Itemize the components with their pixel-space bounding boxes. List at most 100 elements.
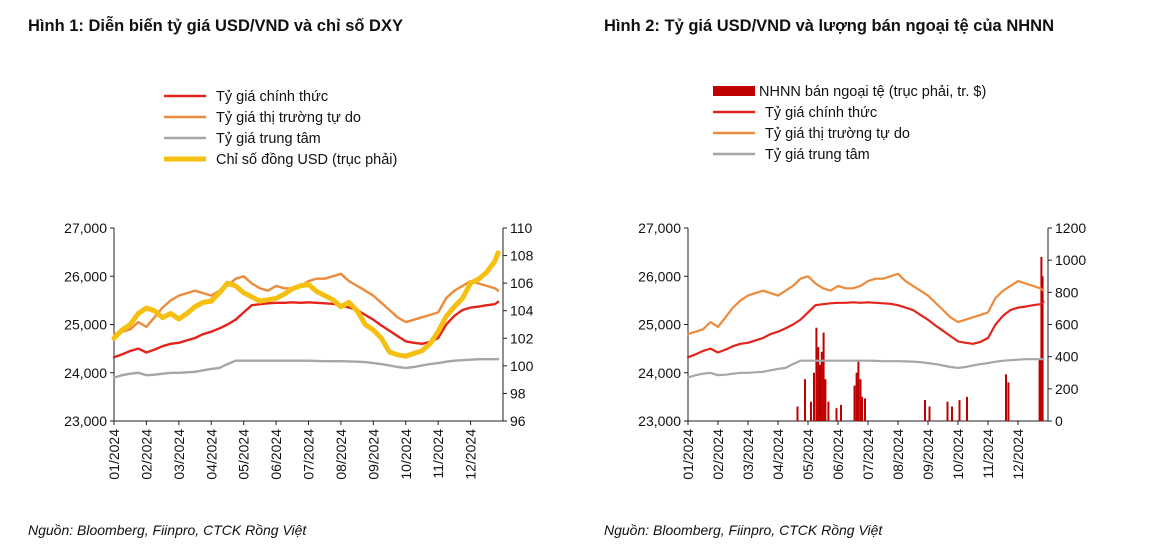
x-tick-label: 09/2024 <box>365 429 381 480</box>
sales-bar <box>1005 374 1007 421</box>
series-line-3 <box>112 358 500 379</box>
right-tick-label: 110 <box>510 220 533 236</box>
sales-bar <box>824 379 827 421</box>
left-tick-label: 26,000 <box>64 268 107 284</box>
right-tick-label: 0 <box>1055 413 1063 429</box>
sales-bar <box>820 351 823 421</box>
figure-2-title: Hình 2: Tỷ giá USD/VND và lượng bán ngoạ… <box>604 17 1054 35</box>
left-tick-label: 23,000 <box>638 413 681 429</box>
figure-2-panel: Hình 2: Tỷ giá USD/VND và lượng bán ngoạ… <box>576 0 1152 550</box>
legend-label: NHNN bán ngoại tệ (trục phải, tr. $) <box>759 84 986 100</box>
series-line-2 <box>686 272 1045 336</box>
x-tick-label: 09/2024 <box>920 429 936 480</box>
x-tick-label: 11/2024 <box>430 429 446 479</box>
figure-2-source: Nguồn: Bloomberg, Fiinpro, CTCK Rồng Việ… <box>604 522 883 538</box>
x-tick-label: 02/2024 <box>710 429 726 480</box>
sales-bar <box>819 364 821 421</box>
left-tick-label: 26,000 <box>638 268 681 284</box>
right-tick-label: 800 <box>1055 284 1079 300</box>
right-tick-label: 108 <box>510 248 534 264</box>
figure-1-title: Hình 1: Diễn biến tỷ giá USD/VND và chỉ … <box>28 17 403 35</box>
sales-bar <box>864 398 866 421</box>
sales-bar <box>827 401 830 421</box>
x-tick-label: 03/2024 <box>171 429 187 480</box>
sales-bar <box>928 406 931 421</box>
left-tick-label: 25,000 <box>64 317 107 333</box>
left-tick-label: 27,000 <box>64 220 107 236</box>
sales-bar <box>840 404 842 421</box>
legend-label: Tỷ giá trung tâm <box>765 147 870 163</box>
x-tick-label: 04/2024 <box>203 429 219 480</box>
sales-bar <box>857 359 860 421</box>
sales-bar <box>804 379 806 421</box>
legend-label: Chỉ số đồng USD (trục phải) <box>216 152 397 168</box>
x-tick-label: 01/2024 <box>106 429 122 480</box>
legend-label: Tỷ giá chính thức <box>216 89 328 105</box>
series-line-2 <box>112 272 500 336</box>
sales-bar <box>946 401 949 421</box>
sales-bar <box>815 327 818 421</box>
x-tick-label: 10/2024 <box>950 429 966 480</box>
sales-bar <box>813 372 815 421</box>
sales-bar <box>835 408 838 421</box>
right-tick-label: 106 <box>510 275 534 291</box>
figure-1-panel: Hình 1: Diễn biến tỷ giá USD/VND và chỉ … <box>0 0 560 550</box>
right-tick-label: 100 <box>510 358 534 374</box>
sales-bar <box>855 372 858 421</box>
x-tick-label: 12/2024 <box>463 429 479 480</box>
x-tick-label: 12/2024 <box>1010 429 1026 480</box>
sales-bar <box>861 396 863 421</box>
sales-bar <box>1041 276 1044 421</box>
left-tick-label: 27,000 <box>638 220 681 236</box>
right-tick-label: 96 <box>510 413 526 429</box>
right-tick-label: 104 <box>510 303 534 319</box>
x-tick-label: 11/2024 <box>980 429 996 479</box>
legend-label: Tỷ giá trung tâm <box>216 131 321 147</box>
x-tick-label: 08/2024 <box>333 429 349 480</box>
x-tick-label: 05/2024 <box>800 429 816 480</box>
x-tick-label: 06/2024 <box>268 429 284 480</box>
left-tick-label: 24,000 <box>638 365 681 381</box>
series-line-1 <box>112 300 500 359</box>
legend-label: Tỷ giá thị trường tự do <box>216 110 361 126</box>
sales-bar <box>1038 359 1041 421</box>
legend-label: Tỷ giá thị trường tự do <box>765 126 910 142</box>
sales-bar <box>853 385 856 421</box>
sales-bar <box>822 332 825 421</box>
sales-bar <box>1007 382 1010 421</box>
right-tick-label: 1000 <box>1055 252 1086 268</box>
figure-2-chart: 23,000 24,000 25,000 26,000 27,000 0 200 400 600… <box>638 84 1086 480</box>
sales-bar <box>796 406 799 421</box>
sales-bar <box>1040 256 1043 421</box>
sales-bar <box>810 401 812 421</box>
series-line-4 <box>111 250 501 359</box>
right-tick-label: 400 <box>1055 349 1079 365</box>
x-tick-label: 03/2024 <box>740 429 756 480</box>
figure-1-source: Nguồn: Bloomberg, Fiinpro, CTCK Rồng Việ… <box>28 522 307 538</box>
x-tick-label: 10/2024 <box>398 429 414 480</box>
sales-bar <box>966 396 968 421</box>
sales-bar <box>958 400 961 421</box>
x-tick-label: 06/2024 <box>830 429 846 480</box>
left-tick-label: 24,000 <box>64 365 107 381</box>
x-tick-label: 02/2024 <box>138 429 154 480</box>
left-tick-label: 25,000 <box>638 317 681 333</box>
right-tick-label: 600 <box>1055 317 1079 333</box>
legend-bar-swatch <box>713 86 755 96</box>
legend-label: Tỷ giá chính thức <box>765 105 877 121</box>
series-line-3 <box>686 358 1045 379</box>
x-tick-label: 07/2024 <box>301 429 317 480</box>
sales-bar <box>817 347 820 421</box>
x-tick-label: 04/2024 <box>770 429 786 480</box>
series-line-1 <box>686 300 1045 359</box>
sales-bar <box>951 406 953 421</box>
x-tick-label: 05/2024 <box>236 429 252 480</box>
right-tick-label: 1200 <box>1055 220 1086 236</box>
figure-1-chart: 23,000 24,000 25,000 26,000 27,000 96 98 100 102… <box>64 89 534 480</box>
sales-bar <box>924 400 926 421</box>
sales-bar <box>859 379 862 421</box>
x-tick-label: 08/2024 <box>890 429 906 480</box>
right-tick-label: 98 <box>510 385 526 401</box>
right-tick-label: 200 <box>1055 381 1079 397</box>
x-tick-label: 07/2024 <box>860 429 876 480</box>
